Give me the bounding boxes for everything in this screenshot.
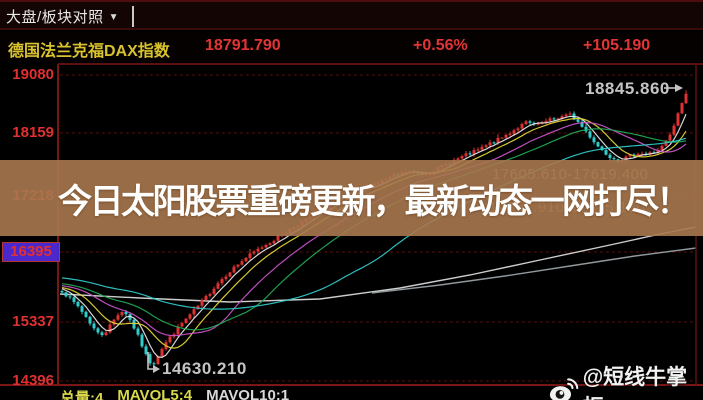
header-bar: 大盘/板块对照 ▼ bbox=[0, 0, 703, 30]
market-sector-dropdown[interactable]: 大盘/板块对照 ▼ bbox=[6, 6, 119, 27]
weibo-logo-icon bbox=[549, 378, 579, 400]
volume-indicator-row: 总量:4 MAVOL5:4 MAVOL10:1 bbox=[60, 387, 289, 400]
header-title-label: 大盘/板块对照 bbox=[6, 9, 104, 26]
index-change-percent: +0.56% bbox=[413, 37, 468, 54]
watermark: @短线牛掌柜 bbox=[548, 361, 703, 400]
index-price: 18791.790 bbox=[205, 37, 281, 54]
index-name: 德国法兰克福DAX指数 bbox=[8, 43, 170, 60]
indicator-item: MAVOL10:1 bbox=[206, 387, 290, 400]
watermark-text: @短线牛掌柜 bbox=[582, 366, 688, 400]
indicator-item: MAVOL5:4 bbox=[117, 387, 193, 400]
headline-banner: 今日太阳股票重磅更新，最新动态一网打尽！ bbox=[0, 160, 703, 236]
headline-text: 今日太阳股票重磅更新，最新动态一网打尽！ bbox=[58, 182, 691, 221]
indicator-item: 总量:4 bbox=[60, 390, 104, 400]
low-price-annotation: 14630.210 bbox=[162, 359, 247, 378]
quote-row: 德国法兰克福DAX指数 18791.790 +0.56% +105.190 bbox=[0, 32, 703, 62]
header-divider bbox=[132, 6, 134, 27]
peak-price-annotation: 18845.860 bbox=[585, 79, 670, 98]
chevron-down-icon: ▼ bbox=[108, 12, 120, 23]
index-change-absolute: +105.190 bbox=[583, 37, 651, 54]
